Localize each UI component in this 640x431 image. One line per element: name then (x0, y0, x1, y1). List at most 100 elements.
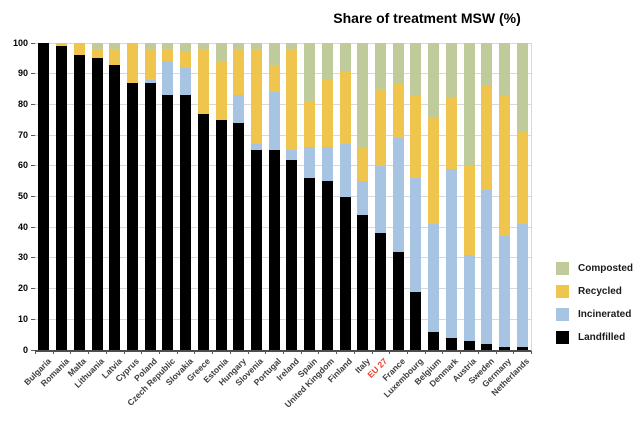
y-tick-label: 30 (17, 252, 28, 263)
bar-segment-landfilled (463, 340, 475, 350)
x-tick-mark (389, 351, 391, 354)
legend-item: Landfilled (556, 327, 633, 348)
x-tick-mark (407, 351, 408, 354)
y-tick-label: 90 (17, 68, 28, 79)
y-tick-mark (31, 257, 35, 259)
bar-segment-incinerated (180, 67, 192, 96)
bar-segment-incinerated (286, 150, 298, 160)
gridline-60 (35, 165, 531, 167)
y-tick-label: 70 (17, 129, 28, 140)
x-tick-mark (460, 351, 462, 354)
bar-segment-recycled (481, 86, 493, 191)
bar-column (357, 43, 369, 350)
x-tick-mark (513, 351, 515, 354)
bar-segment-composted (180, 43, 192, 53)
bar-segment-landfilled (392, 251, 404, 350)
bar-segment-recycled (144, 49, 156, 80)
y-tick-label: 80 (17, 98, 28, 109)
bar-segment-composted (481, 43, 493, 86)
bar-segment-composted (339, 43, 351, 71)
bar-column (410, 43, 422, 350)
bar-segment-recycled (126, 43, 138, 83)
bar-column (374, 43, 386, 350)
bar-segment-landfilled (250, 150, 262, 350)
gridline-80 (35, 103, 531, 105)
y-tick-mark (31, 165, 35, 167)
legend-item: Recycled (556, 281, 633, 302)
bar-column (286, 43, 298, 350)
bar-segment-incinerated (144, 79, 156, 83)
bar-column (73, 43, 85, 350)
bar-segment-landfilled (374, 233, 386, 350)
gridline-20 (35, 288, 531, 290)
y-tick-label: 50 (17, 191, 28, 201)
bar-segment-composted (498, 43, 510, 96)
bar-segment-landfilled (339, 196, 351, 350)
bar-segment-landfilled (215, 119, 227, 350)
bar-segment-composted (463, 43, 475, 166)
legend-label: Composted (578, 263, 633, 274)
x-tick-mark (212, 351, 214, 354)
x-tick-mark (353, 351, 355, 354)
bar-segment-landfilled (357, 214, 369, 350)
bar-segment-composted (162, 43, 174, 50)
bar-column (304, 43, 316, 350)
legend-item: Composted (556, 258, 633, 279)
x-tick-mark (442, 351, 444, 354)
y-tick-label: 100 (12, 37, 28, 48)
legend-label: Incinerated (578, 309, 632, 320)
plot-area (35, 42, 532, 352)
bar-column (481, 43, 493, 350)
bar-segment-incinerated (410, 178, 422, 292)
y-tick-mark (31, 226, 35, 228)
bar-segment-recycled (339, 70, 351, 145)
bar-segment-landfilled (428, 331, 440, 350)
gridline-100 (35, 42, 531, 44)
bar-segment-recycled (250, 49, 262, 145)
bar-segment-incinerated (357, 181, 369, 215)
bar-segment-composted (374, 43, 386, 90)
bar-segment-composted (215, 43, 227, 62)
y-tick-label: 0 (22, 344, 28, 355)
bar-segment-recycled (286, 49, 298, 151)
y-tick-mark (31, 288, 35, 290)
bar-segment-recycled (109, 49, 121, 65)
bar-segment-landfilled (126, 82, 138, 350)
x-tick-mark (194, 351, 196, 354)
bar-segment-composted (321, 43, 333, 80)
x-tick-mark (229, 351, 231, 354)
bar-segment-landfilled (304, 178, 316, 350)
bar-column (56, 43, 68, 350)
bar-segment-landfilled (162, 95, 174, 350)
bar-segment-incinerated (321, 147, 333, 182)
bar-segment-recycled (233, 49, 245, 96)
bar-segment-composted (445, 43, 457, 99)
bar-segment-incinerated (481, 190, 493, 344)
bar-column (428, 43, 440, 350)
bar-segment-recycled (56, 43, 68, 47)
landfilled-swatch (556, 331, 569, 344)
bar-segment-incinerated (339, 144, 351, 197)
bar-segment-landfilled (445, 337, 457, 350)
bar-segment-composted (144, 43, 156, 50)
bar-segment-landfilled (321, 181, 333, 350)
gridline-90 (35, 73, 531, 75)
y-tick-mark (31, 134, 35, 136)
bar-segment-landfilled (56, 46, 68, 350)
bar-segment-composted (516, 43, 528, 133)
bar-segment-incinerated (392, 138, 404, 252)
legend: Composted Recycled Incinerated Landfilled (556, 258, 633, 350)
legend-label: Recycled (578, 286, 622, 297)
bar-segment-composted (357, 43, 369, 148)
legend-item: Incinerated (556, 304, 633, 325)
bar-segment-incinerated (233, 95, 245, 123)
bar-segment-composted (304, 43, 316, 102)
x-tick-mark (495, 351, 497, 354)
bar-segment-landfilled (268, 150, 280, 350)
bar-segment-landfilled (233, 122, 245, 350)
bar-column (38, 43, 50, 350)
bar-column (197, 43, 209, 350)
bar-segment-incinerated (498, 236, 510, 347)
bar-segment-landfilled (109, 64, 121, 350)
